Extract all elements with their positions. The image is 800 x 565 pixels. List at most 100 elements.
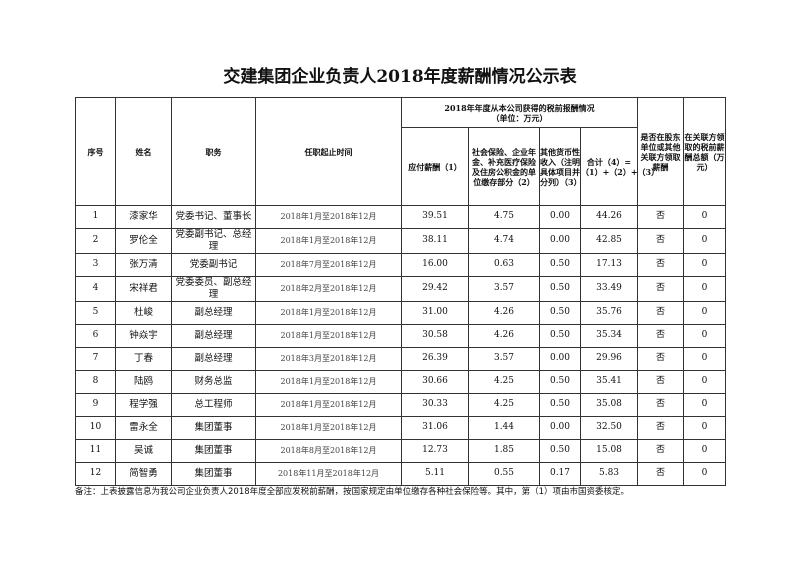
cell-other: 0.50 [539,252,581,277]
cell-position: 副总经理 [171,323,256,348]
cell-related: 否 [637,228,685,254]
header-unit: （单位：万元） [491,112,548,123]
cell-salary: 38.11 [401,228,469,254]
cell-salary: 26.39 [401,346,469,371]
cell-related: 否 [637,300,685,325]
cell-no: 10 [75,415,116,440]
footnote: 备注：上表披露信息为我公司企业负责人2018年度全部应发税前薪酬，按国家规定由单… [75,487,630,497]
table-row: 10 雷永全 集团董事 2018年1月至2018年12月 31.06 1.44 0.00 32… [75,415,727,440]
cell-related: 否 [637,275,685,302]
cell-name: 简智勇 [115,461,172,486]
cell-name: 陆鸥 [115,369,172,394]
cell-name: 宋祥君 [115,275,172,302]
cell-salary: 30.33 [401,392,469,417]
cell-name: 杜峻 [115,300,172,325]
cell-insurance: 4.26 [468,323,540,348]
cell-total: 35.41 [579,369,639,394]
cell-insurance: 1.85 [468,438,540,463]
cell-insurance: 4.25 [468,369,540,394]
cell-term: 2018年1月至2018年12月 [255,300,402,325]
cell-related: 否 [637,415,685,440]
cell-position: 副总经理 [171,346,256,371]
cell-position: 总工程师 [171,392,256,417]
cell-other: 0.00 [539,205,581,229]
cell-no: 7 [75,346,116,371]
page-title: 交建集团企业负责人2018年度薪酬情况公示表 [223,67,577,87]
cell-salary: 31.06 [401,415,469,440]
cell-insurance: 4.75 [468,205,540,229]
cell-insurance: 4.25 [468,392,540,417]
cell-total: 35.08 [579,392,639,417]
header-term: 任职起止时间 [255,97,402,206]
cell-name: 张万清 [115,252,172,277]
header-group: 2018年年度从本公司获得的税前报酬情况 （单位：万元） [400,97,639,128]
table-row: 8 陆鸥 财务总监 2018年1月至2018年12月 30.66 4.25 0.50 35.4… [75,369,727,394]
cell-position: 副总经理 [171,300,256,325]
cell-other: 0.50 [539,392,581,417]
cell-total: 35.76 [579,300,639,325]
cell-term: 2018年8月至2018年12月 [255,438,402,463]
cell-related-amount: 0 [683,369,727,394]
cell-related: 否 [637,323,685,348]
cell-salary: 16.00 [401,252,469,277]
cell-salary: 29.42 [401,275,469,302]
cell-insurance: 4.74 [468,228,540,254]
cell-total: 33.49 [579,275,639,302]
cell-related-amount: 0 [683,346,727,371]
cell-position: 集团董事 [171,461,256,486]
cell-related-amount: 0 [683,415,727,440]
cell-name: 漆家华 [115,205,172,229]
header-insurance: 社会保险、企业年金、补充医疗保险及住房公积金的单位缴存部分（2） [468,127,540,206]
cell-related: 否 [637,461,685,486]
cell-total: 44.26 [579,205,639,229]
cell-term: 2018年7月至2018年12月 [255,252,402,277]
cell-name: 程学强 [115,392,172,417]
cell-term: 2018年1月至2018年12月 [255,228,402,254]
header-salary: 应付薪酬（1） [401,127,469,206]
header-no: 序号 [75,97,116,206]
cell-related-amount: 0 [683,461,727,486]
cell-other: 0.50 [539,438,581,463]
cell-salary: 31.00 [401,300,469,325]
cell-insurance: 0.55 [468,461,540,486]
header-name: 姓名 [115,97,172,206]
header-total: 合计（4）=（1）+（2）+（3） [579,127,659,206]
table-row: 11 吴诚 集团董事 2018年8月至2018年12月 12.73 1.85 0.50 15.… [75,438,727,463]
cell-name: 吴诚 [115,438,172,463]
cell-no: 2 [75,228,116,254]
cell-other: 0.00 [539,346,581,371]
cell-total: 42.85 [579,228,639,254]
cell-insurance: 1.44 [468,415,540,440]
cell-related-amount: 0 [683,252,727,277]
cell-name: 罗伦全 [115,228,172,254]
cell-salary: 12.73 [401,438,469,463]
cell-related-amount: 0 [683,228,727,254]
cell-term: 2018年1月至2018年12月 [255,205,402,229]
table-row: 12 简智勇 集团董事 2018年11月至2018年12月 5.11 0.55 0.17 5.… [75,461,727,486]
cell-related-amount: 0 [683,205,727,229]
cell-related: 否 [637,205,685,229]
cell-related-amount: 0 [683,300,727,325]
cell-total: 17.13 [579,252,639,277]
cell-no: 4 [75,275,116,302]
cell-other: 0.50 [539,323,581,348]
cell-position: 集团董事 [171,415,256,440]
cell-name: 雷永全 [115,415,172,440]
cell-related-amount: 0 [683,323,727,348]
cell-total: 15.08 [579,438,639,463]
header-position: 职务 [171,97,256,206]
header-related: 是否在股东单位或其他关联方领取薪酬 [637,97,685,206]
cell-insurance: 3.57 [468,346,540,371]
header-other: 其他货币性收入（注明具体项目并分列）（3） [539,127,582,206]
table-row: 2 罗伦全 党委副书记、总经理 2018年1月至2018年12月 38.11 4.74 0.… [75,228,727,254]
cell-term: 2018年1月至2018年12月 [255,392,402,417]
cell-salary: 30.58 [401,323,469,348]
cell-no: 11 [75,438,116,463]
cell-other: 0.50 [539,275,581,302]
cell-term: 2018年3月至2018年12月 [255,346,402,371]
cell-position: 党委副书记、总经理 [171,228,256,254]
cell-salary: 30.66 [401,369,469,394]
cell-no: 12 [75,461,116,486]
cell-name: 丁春 [115,346,172,371]
cell-insurance: 4.26 [468,300,540,325]
